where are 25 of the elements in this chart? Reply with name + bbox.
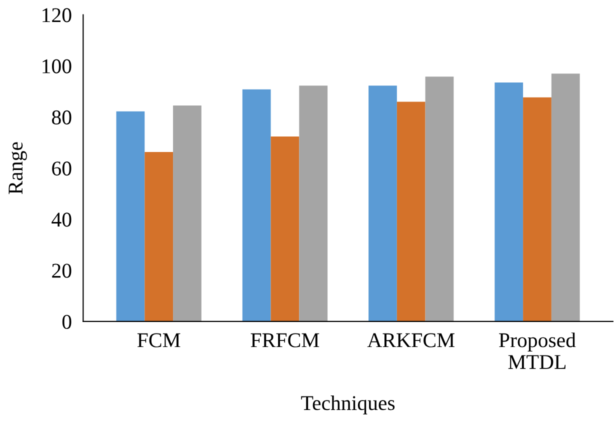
- bar: [368, 86, 397, 322]
- bar: [270, 136, 300, 322]
- bar: [425, 76, 454, 322]
- y-tick-label: 0: [62, 314, 72, 329]
- bar: [173, 106, 202, 322]
- bar: [242, 89, 271, 322]
- x-axis-title: Techniques: [301, 395, 395, 414]
- x-tick-label: FCM: [137, 333, 180, 348]
- bar: [144, 152, 174, 322]
- bar: [494, 82, 524, 322]
- x-tick-label: Proposed MTDL: [499, 332, 576, 369]
- bar: [116, 111, 145, 322]
- y-tick-label: 120: [42, 8, 72, 22]
- bar: [396, 102, 426, 322]
- bar: [523, 97, 552, 322]
- x-tick-label: FRFCM: [250, 333, 320, 348]
- y-axis-title: Range: [8, 142, 27, 194]
- y-tick-label: 80: [52, 110, 72, 124]
- bar: [299, 86, 328, 322]
- x-tick-label: ARKFCM: [367, 333, 454, 348]
- y-tick-label: 100: [42, 59, 72, 74]
- bar: [551, 74, 580, 322]
- y-tick-label: 20: [52, 264, 72, 278]
- y-tick-label: 60: [52, 162, 72, 176]
- y-tick-label: 40: [52, 212, 72, 227]
